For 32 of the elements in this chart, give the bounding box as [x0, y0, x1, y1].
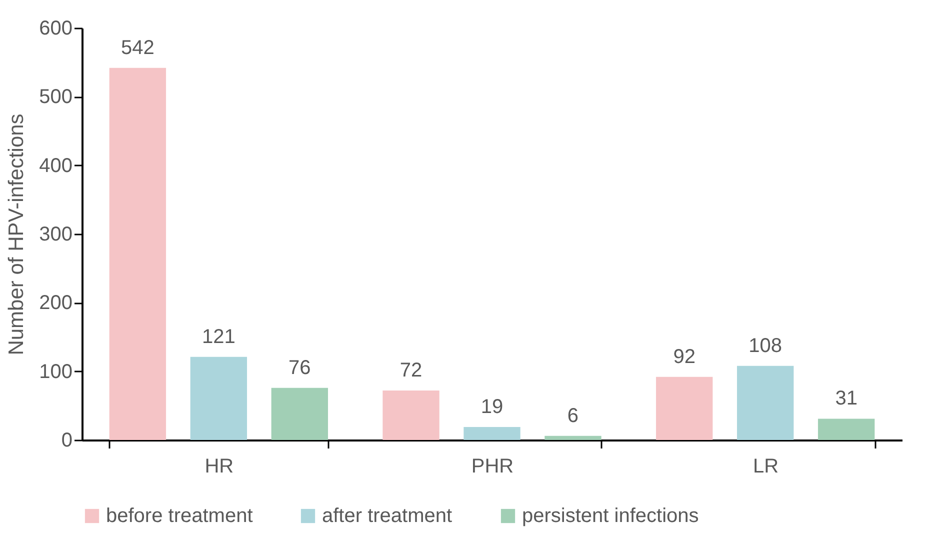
y-tick-label: 400	[39, 154, 72, 177]
data-label: 542	[120, 36, 154, 59]
x-tick-label: LR	[753, 456, 779, 478]
bar	[271, 388, 328, 440]
y-tick-label: 600	[39, 18, 72, 40]
bar	[818, 418, 875, 440]
x-tick-label: HR	[204, 456, 234, 478]
y-tick-label: 0	[61, 430, 72, 452]
data-label: 121	[202, 326, 236, 348]
data-label: 92	[673, 346, 696, 368]
data-label: 108	[748, 334, 782, 357]
x-tick-label: PHR	[471, 456, 514, 478]
legend-label: before treatment	[106, 505, 254, 527]
bar	[736, 366, 794, 440]
bar	[656, 376, 713, 440]
data-label: 19	[480, 396, 504, 418]
data-label: 31	[835, 388, 858, 410]
bar	[109, 68, 166, 440]
legend-label: persistent infections	[522, 505, 699, 527]
y-tick-label: 200	[39, 292, 72, 314]
data-label: 72	[400, 360, 422, 382]
bar	[544, 436, 602, 440]
bar	[382, 390, 440, 440]
legend-label: after treatment	[322, 505, 452, 527]
data-label: 6	[567, 404, 579, 427]
y-tick-label: 100	[39, 360, 72, 383]
bar	[464, 426, 520, 440]
data-label: 76	[288, 356, 311, 379]
bar	[190, 356, 248, 440]
y-tick-label: 500	[39, 86, 72, 108]
y-axis-title: Number of HPV-infections	[5, 114, 28, 356]
y-tick-label: 300	[39, 224, 72, 246]
